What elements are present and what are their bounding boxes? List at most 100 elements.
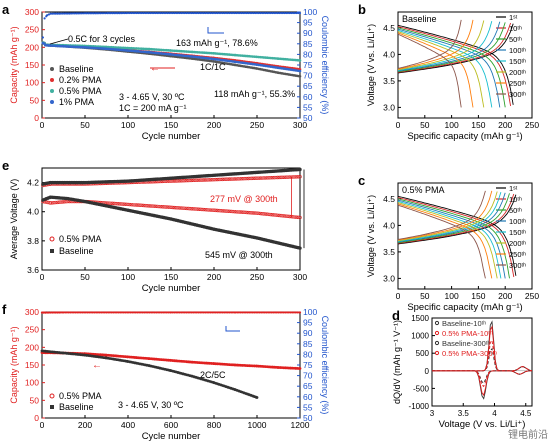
panel-b-discharge-curve [397, 28, 501, 108]
panel-a-ce-point [212, 11, 216, 15]
panel-f-ce-point [169, 311, 173, 314]
panel-a-ce-point [59, 12, 63, 15]
panel-e-point-pma [131, 203, 135, 207]
panel-f-ce-point [221, 311, 224, 314]
panel-f-ce-point [62, 311, 65, 314]
panel-b-discharge-curve [397, 29, 493, 108]
panel-f-ytick-label: 100 [25, 378, 39, 388]
panel-a-ce-point [247, 11, 250, 15]
panel-f-ce-point [143, 311, 146, 314]
panel-f-xtick-label: 0 [40, 420, 45, 430]
panel-f-ce-point [236, 311, 239, 314]
panel-a-ce-point [83, 12, 87, 15]
panel-e-point-pma [296, 175, 300, 179]
panel-b-charge-curve [397, 20, 493, 71]
panel-letter-d: d [392, 308, 400, 323]
panel-a-y2tick-label: 60 [303, 92, 313, 102]
panel-e-point-pma [281, 214, 285, 218]
panel-e-point-pma [270, 175, 275, 180]
panel-c-discharge-curve [397, 195, 517, 276]
panel-e-point-pma [279, 175, 283, 180]
panel-e-annotation-pma: 277 mV @ 300th [210, 194, 278, 204]
panel-c-discharge-curve [397, 202, 498, 279]
panel-f-ce-point [173, 311, 176, 314]
panel-e-point-pma [282, 175, 287, 179]
panel-e-point-pma [236, 177, 240, 181]
panel-f-ce-point [144, 311, 148, 314]
panel-e-point-pma [224, 209, 228, 213]
panel-f-ce-point [200, 311, 204, 314]
panel-a-ce-point [298, 11, 302, 15]
panel-b-xtick-label: 250 [525, 120, 539, 130]
panel-f-ce-point [183, 311, 186, 314]
panel-f-ce-point [93, 311, 96, 314]
panel-a-ce-point [157, 11, 161, 15]
panel-e-point-pma [62, 200, 67, 204]
panel-a-ce-point [99, 12, 102, 15]
panel-d-discharge-curve [432, 370, 532, 397]
panel-e-point-pma [210, 178, 214, 182]
panel-e-point-pma [214, 177, 218, 182]
panel-f-y2tick-label: 85 [303, 339, 313, 349]
panel-a-ce-point [75, 12, 78, 15]
panel-c-frame [397, 182, 533, 290]
panel-f-ce-point [160, 311, 163, 314]
panel-f-ce-point [270, 311, 273, 314]
panel-f-ce-point [178, 311, 181, 314]
panel-c-discharge-curve [397, 199, 506, 279]
panel-e-point-pma [50, 201, 55, 205]
panel-f-ce-point [65, 311, 69, 314]
panel-f-ce-point [122, 311, 125, 314]
panel-a-ce-point [101, 12, 104, 15]
panel-e-point-pma [234, 177, 239, 181]
panel-e-point-pma [203, 207, 208, 212]
panel-b-ytick-label: 4.0 [383, 49, 395, 59]
panel-e-point-pma [231, 209, 235, 214]
panel-a-ce-point [274, 11, 278, 15]
panel-e-point-pma [128, 202, 132, 207]
panel-f-ce-point [211, 311, 214, 314]
panel-d-xtick-label: 3.5 [458, 409, 470, 418]
panel-letter-b: b [358, 2, 366, 17]
panel-a-ce-point [140, 11, 143, 15]
panel-e-point-pma [298, 215, 302, 220]
panel-d-ytick-label: 0 [425, 367, 430, 376]
panel-a-ce-point [231, 11, 235, 15]
panel-f-ce-point [219, 311, 222, 314]
panel-f-ce-point [255, 311, 258, 314]
panel-f-ce-point [151, 311, 155, 314]
panel-e-point-pma [265, 212, 270, 216]
panel-f-ce-point [131, 311, 134, 314]
panel-a-ce-point [95, 12, 99, 15]
panel-f-ce-point [188, 311, 192, 314]
panel-a-ce-point [235, 11, 238, 15]
panel-e-point-pma [293, 215, 297, 219]
panel-a-ce-point [54, 12, 57, 15]
panel-b-ytick-label: 4.5 [383, 23, 395, 33]
panel-e-point-pma [284, 214, 288, 218]
panel-a-ce-point [94, 12, 97, 15]
panel-e-point-pma [183, 206, 187, 210]
panel-f-ce-point [207, 311, 210, 314]
panel-e-ytick-label: 4.2 [27, 178, 39, 188]
panel-e-point-pma [184, 178, 189, 183]
panel-b-title: Baseline [402, 14, 437, 24]
panel-e-point-pma [269, 212, 273, 217]
panel-a-ce-point [297, 11, 300, 15]
panel-a-ce-point [254, 11, 257, 15]
panel-a-xtick-label: 300 [293, 120, 307, 130]
panel-c-charge-curve [397, 193, 515, 244]
panel-e-xtick-label: 50 [80, 272, 90, 282]
panel-a-ce-point [168, 11, 171, 15]
panel-f-ytick-label: 150 [25, 360, 39, 370]
panel-f-ce-point [98, 311, 101, 314]
panel-e-point-pma [227, 209, 232, 214]
panel-f-ce-point [88, 311, 91, 314]
panel-f-ce-point [228, 311, 231, 314]
panel-f-legend-label: 0.5% PMA [59, 391, 102, 401]
panel-e-legend-label: Baseline [59, 246, 94, 256]
panel-a-ce-point [221, 11, 224, 15]
panel-c-xtick-label: 200 [498, 291, 512, 301]
panel-f-ce-point [124, 311, 127, 314]
